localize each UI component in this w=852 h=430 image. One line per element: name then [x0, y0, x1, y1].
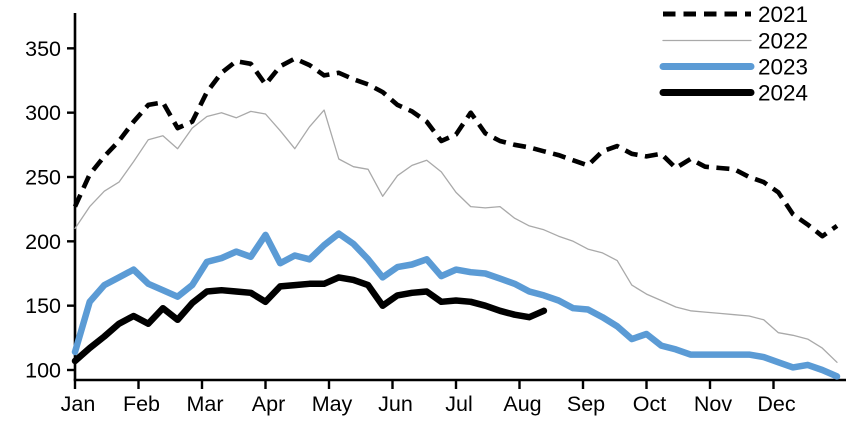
month-label: May [312, 392, 353, 416]
series-line-2024 [71, 274, 548, 365]
legend-label-2022: 2022 [758, 29, 808, 54]
y-tick-label: 300 [25, 101, 61, 125]
month-label: Aug [503, 392, 541, 416]
legend-item-2021: 2021 [663, 2, 808, 27]
legend-item-2024: 2024 [659, 81, 808, 106]
legend-label-2024: 2024 [758, 81, 808, 106]
legend-item-2023: 2023 [659, 55, 808, 80]
month-label: Oct [633, 392, 666, 416]
series-line-2022 [74, 109, 838, 363]
month-label: Jun [378, 392, 413, 416]
month-label: Feb [123, 392, 160, 416]
series-line-2021 [72, 56, 839, 239]
y-tick-label: 150 [25, 294, 61, 318]
y-tick-label: 350 [25, 37, 61, 61]
legend-label-2023: 2023 [758, 55, 808, 80]
y-tick-label: 200 [25, 230, 61, 254]
series-line-2023 [71, 230, 841, 380]
month-label: Dec [757, 392, 795, 416]
y-tick-label: 100 [25, 358, 61, 382]
month-label: Mar [186, 392, 223, 416]
y-tick-label: 250 [25, 165, 61, 189]
month-label: Jan [61, 392, 96, 416]
month-label: Sep [567, 392, 605, 416]
legend-label-2021: 2021 [758, 2, 808, 27]
legend-item-2022: 2022 [662, 29, 808, 54]
month-label: Nov [694, 392, 732, 416]
axes: 100 150 200 250 300 350 Jan Feb Mar Apr May Jun Jul A… [25, 13, 846, 416]
month-label: Jul [445, 392, 472, 416]
month-label: Apr [252, 392, 285, 416]
